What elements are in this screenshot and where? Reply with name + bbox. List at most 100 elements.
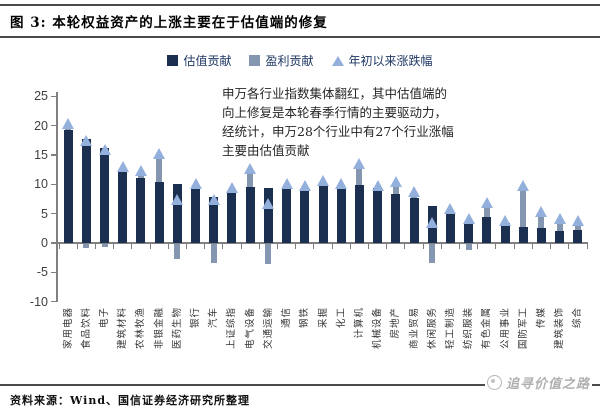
bar-valuation-contribution [245, 187, 255, 243]
y-tick-label: -5 [36, 265, 48, 280]
x-axis-tick [185, 244, 187, 249]
x-axis-tick [331, 244, 333, 249]
bar-valuation-contribution [500, 223, 510, 243]
x-axis-tick [513, 244, 515, 249]
y-axis-tick [51, 212, 56, 215]
watermark-text: 追寻价值之路 [505, 376, 590, 391]
chart-annotation: 申万各行业指数集体翻红，其中估值端的 向上修复是本轮春季行情的主要驱动力， 经统… [222, 86, 454, 158]
bar-valuation-contribution [63, 130, 73, 243]
legend-item-valuation: 估值贡献 [167, 52, 231, 69]
ytd-change-marker [80, 134, 93, 146]
x-axis-tick [313, 244, 315, 249]
valuation-swatch-icon [167, 55, 179, 66]
y-tick-label: 20 [34, 118, 48, 133]
bar-earnings-contribution [465, 243, 472, 250]
ytd-change-marker [553, 212, 566, 224]
bar-valuation-contribution [209, 196, 219, 243]
x-category-label: 交通运输 [262, 307, 274, 350]
y-tick-label: 0 [41, 236, 48, 250]
ytd-change-marker [408, 185, 421, 197]
ytd-change-marker [499, 215, 512, 227]
y-axis-tick [51, 242, 56, 244]
x-axis-tick [440, 244, 442, 249]
x-category-label: 电子 [99, 307, 111, 329]
y-axis-tick [51, 183, 56, 186]
legend-item-earnings: 盈利贡献 [249, 52, 314, 69]
bar-valuation-contribution [81, 138, 91, 243]
ytd-change-marker [134, 164, 147, 176]
x-category-label: 轻工制造 [444, 307, 456, 350]
bar-earnings-contribution [392, 183, 399, 195]
bar-earnings-contribution [83, 243, 90, 249]
header-top-rule [0, 4, 600, 6]
y-axis-tick [51, 124, 56, 127]
header-bottom-rule [0, 36, 600, 38]
bar-earnings-contribution [556, 221, 563, 232]
x-axis-tick [422, 244, 424, 249]
legend-item-change: 年初以来涨跌幅 [331, 52, 433, 69]
ytd-change-marker [280, 177, 293, 189]
legend-label: 年初以来涨跌幅 [348, 54, 433, 68]
ytd-change-marker [462, 212, 475, 224]
x-axis-tick [258, 244, 260, 249]
ytd-change-marker [244, 163, 257, 175]
bar-valuation-contribution [373, 188, 383, 243]
watermark: 追寻价值之路 [484, 373, 592, 392]
x-category-label: 银行 [190, 307, 202, 329]
legend-label: 盈利贡献 [265, 54, 314, 68]
x-category-label: 化工 [335, 307, 347, 329]
ytd-change-marker [62, 117, 75, 129]
x-category-label: 通信 [281, 307, 293, 329]
bar-valuation-contribution [263, 188, 273, 243]
bar-valuation-contribution [172, 184, 182, 243]
y-axis-tick [51, 95, 56, 98]
x-axis-tick [349, 244, 351, 249]
y-tick-label: -10 [29, 294, 48, 309]
ytd-change-marker [98, 143, 111, 155]
x-axis-tick [149, 244, 151, 249]
x-axis-tick [113, 244, 115, 249]
bar-valuation-contribution [300, 190, 310, 243]
x-axis-tick [276, 244, 278, 249]
ytd-change-marker [371, 180, 384, 192]
bar-valuation-contribution [282, 188, 292, 243]
bar-valuation-contribution [354, 184, 364, 243]
bar-earnings-contribution [483, 203, 490, 217]
watermark-logo-icon [486, 375, 502, 390]
source-note: 资料来源：Wind、国信证券经济研究所整理 [10, 394, 251, 407]
x-category-label: 钢铁 [299, 307, 311, 329]
y-tick-label: 25 [34, 89, 48, 104]
bar-valuation-contribution [136, 178, 146, 243]
earnings-swatch-icon [249, 55, 261, 66]
x-axis [56, 242, 588, 244]
bar-valuation-contribution [482, 216, 492, 243]
x-category-label: 家用电器 [62, 307, 74, 350]
x-axis-tick [94, 244, 96, 249]
x-axis-tick [404, 244, 406, 249]
x-axis-tick [222, 244, 224, 249]
ytd-change-marker [207, 193, 220, 205]
ytd-change-marker [153, 147, 166, 159]
chart-legend: 估值贡献 盈利贡献 年初以来涨跌幅 [0, 52, 600, 69]
bar-valuation-contribution [336, 186, 346, 243]
bar-earnings-contribution [520, 187, 527, 227]
x-axis-tick [477, 244, 479, 249]
x-axis-tick [167, 244, 169, 249]
footer-rule [0, 384, 600, 386]
bar-valuation-contribution [536, 227, 546, 243]
ytd-change-marker [480, 196, 493, 208]
bar-valuation-contribution [518, 226, 528, 243]
ytd-change-marker [262, 197, 275, 209]
ytd-change-marker [444, 202, 457, 214]
bar-valuation-contribution [464, 221, 474, 243]
bar-earnings-contribution [538, 214, 545, 228]
ytd-change-marker [317, 175, 329, 187]
bar-earnings-contribution [247, 171, 254, 188]
ytd-change-marker [298, 179, 311, 191]
x-category-label: 房地产 [390, 307, 402, 339]
triangle-marker-icon [331, 55, 344, 66]
x-category-label: 上证综指 [226, 307, 238, 350]
ytd-change-marker [225, 182, 238, 194]
ytd-change-marker [335, 178, 348, 190]
